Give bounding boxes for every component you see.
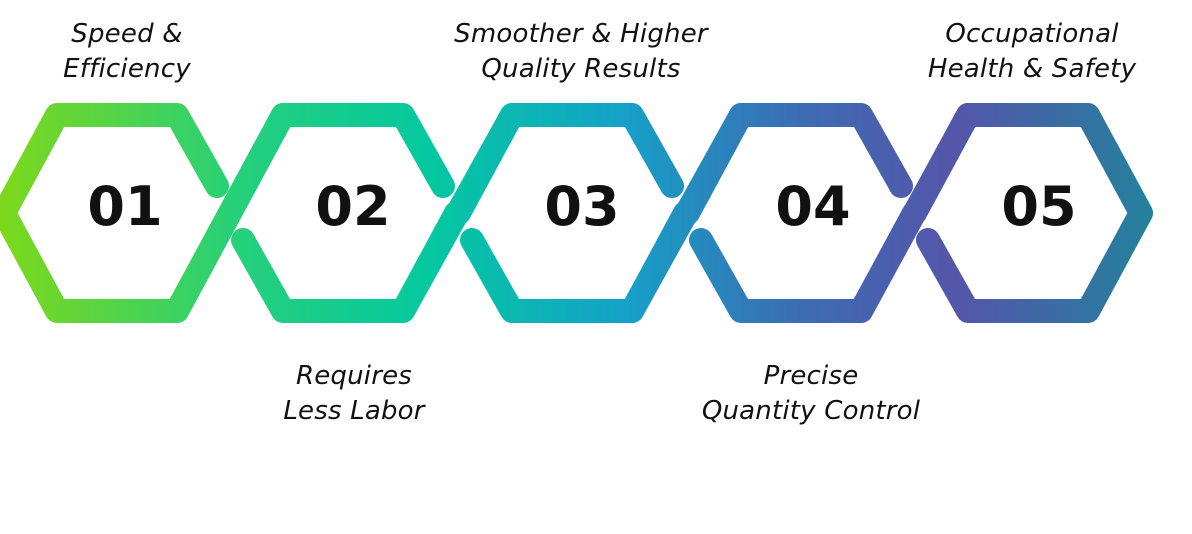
connector-2 <box>391 103 524 323</box>
step-4-label-line2: Quantity Control <box>701 396 921 426</box>
step-1-number: 01 <box>87 175 163 238</box>
connector-4 <box>849 103 980 323</box>
step-2-number: 02 <box>315 175 391 238</box>
connector-1 <box>165 103 295 323</box>
step-5-label-line1: Occupational <box>945 19 1119 49</box>
step-3-label-line1: Smoother & Higher <box>454 19 708 49</box>
step-4-label-line1: Precise <box>763 361 859 391</box>
step-3-label: Smoother & Higher Quality Results <box>421 17 741 87</box>
step-4-label: Precise Quantity Control <box>651 359 971 429</box>
step-5-number: 05 <box>1001 175 1077 238</box>
step-2-label-line1: Requires <box>295 361 413 391</box>
step-2-label: Requires Less Labor <box>194 359 514 429</box>
step-5-label-line2: Health & Safety <box>927 54 1137 84</box>
step-3-label-line2: Quality Results <box>481 54 681 84</box>
step-1-label: Speed & Efficiency <box>0 17 287 87</box>
step-2-label-line2: Less Labor <box>283 396 425 426</box>
step-3-number: 03 <box>544 175 620 238</box>
step-4-number: 04 <box>775 175 851 238</box>
step-1-label-line1: Speed & <box>71 19 183 49</box>
connector-3 <box>620 103 753 323</box>
step-1-label-line2: Efficiency <box>63 54 191 84</box>
step-5-label: Occupational Health & Safety <box>872 17 1192 87</box>
